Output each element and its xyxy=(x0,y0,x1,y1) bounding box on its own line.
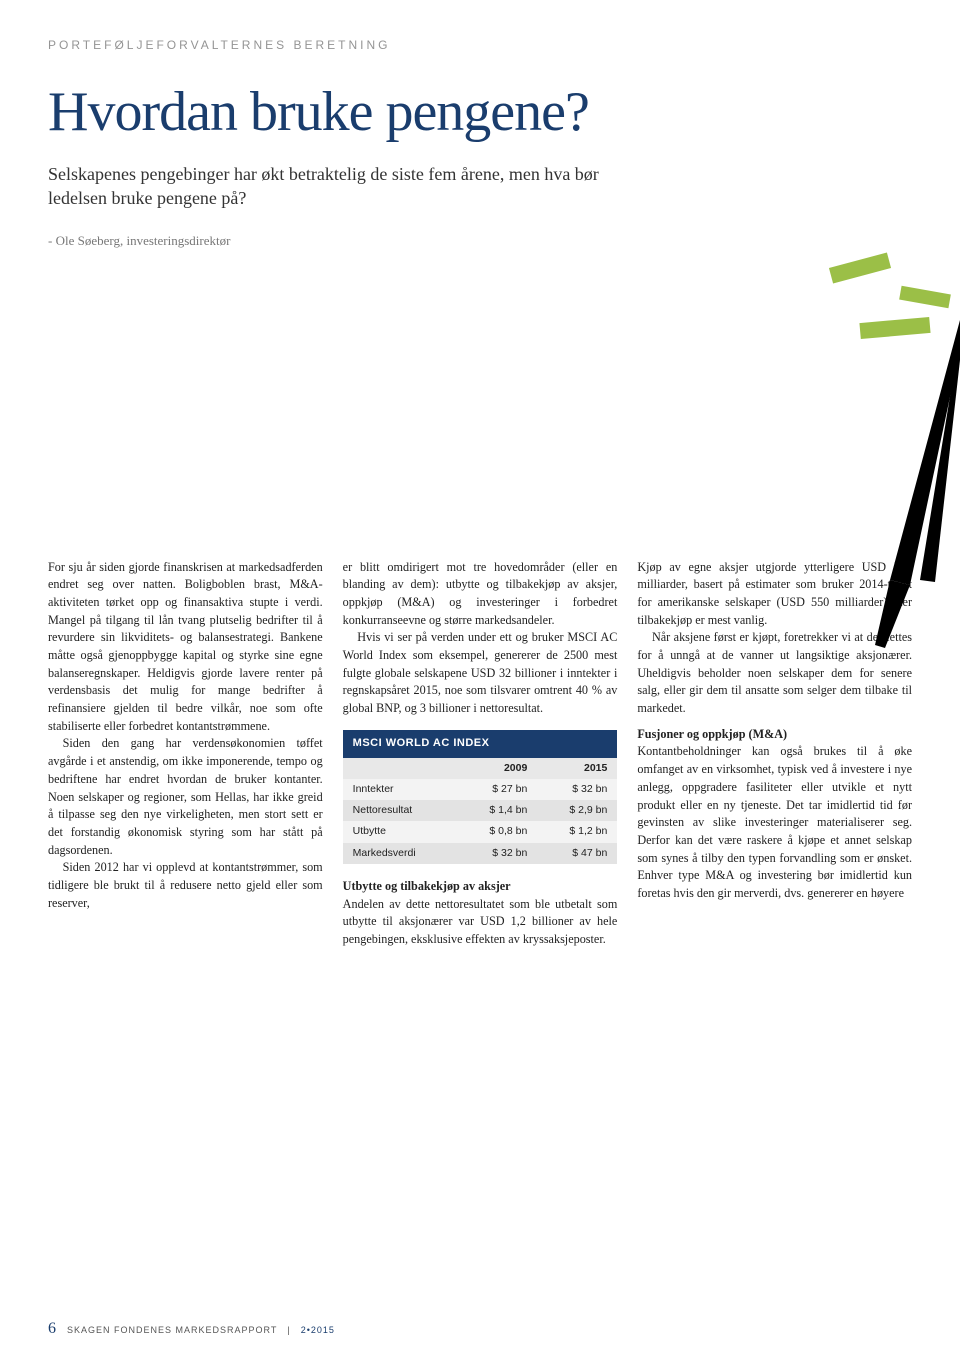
table-row: Nettoresultat $ 1,4 bn $ 2,9 bn xyxy=(343,800,618,821)
table-header: 2015 xyxy=(537,758,617,779)
page-footer: 6 SKAGEN FONDENES MARKEDSRAPPORT | 2•201… xyxy=(48,1320,335,1338)
byline: - Ole Søeberg, investeringsdirektør xyxy=(48,233,912,249)
body-text: Andelen av dette nettoresultatet som ble… xyxy=(343,896,618,949)
table-cell: $ 47 bn xyxy=(537,843,617,864)
table-header: 2009 xyxy=(457,758,537,779)
body-text: Når aksjene først er kjøpt, foretrekker … xyxy=(637,629,912,717)
body-text: For sju år siden gjorde finanskrisen at … xyxy=(48,559,323,736)
table-cell: $ 0,8 bn xyxy=(457,821,537,842)
table-cell: $ 27 bn xyxy=(457,779,537,800)
table-row: Utbytte $ 0,8 bn $ 1,2 bn xyxy=(343,821,618,842)
footer-publication: SKAGEN FONDENES MARKEDSRAPPORT xyxy=(67,1325,277,1335)
table-cell: $ 32 bn xyxy=(537,779,617,800)
table-row: Inntekter $ 27 bn $ 32 bn xyxy=(343,779,618,800)
page-number: 6 xyxy=(48,1320,57,1338)
footer-issue: 2•2015 xyxy=(301,1325,335,1335)
table-cell: Utbytte xyxy=(343,821,458,842)
body-columns: For sju år siden gjorde finanskrisen at … xyxy=(48,559,912,949)
table-cell: $ 1,2 bn xyxy=(537,821,617,842)
body-text: Siden 2012 har vi opplevd at kontantstrø… xyxy=(48,859,323,912)
body-text: Siden den gang har verdensøkonomien tøff… xyxy=(48,735,323,859)
subheading: Utbytte og tilbakekjøp av aksjer xyxy=(343,878,618,896)
body-text: er blitt omdirigert mot tre hovedområder… xyxy=(343,559,618,630)
subheading: Fusjoner og oppkjøp (M&A) xyxy=(637,726,912,744)
body-text: Kjøp av egne aksjer utgjorde ytterligere… xyxy=(637,559,912,630)
table-cell: $ 2,9 bn xyxy=(537,800,617,821)
body-text: Kontantbeholdninger kan også brukes til … xyxy=(637,743,912,902)
column-2: er blitt omdirigert mot tre hovedområder… xyxy=(343,559,618,949)
column-1: For sju år siden gjorde finanskrisen at … xyxy=(48,559,323,949)
table-cell: $ 1,4 bn xyxy=(457,800,537,821)
table-header xyxy=(343,758,458,779)
table-title: MSCI WORLD AC INDEX xyxy=(343,730,618,758)
table-cell: $ 32 bn xyxy=(457,843,537,864)
msci-table: MSCI WORLD AC INDEX 2009 2015 Inntekter … xyxy=(343,730,618,864)
table-cell: Markedsverdi xyxy=(343,843,458,864)
table-cell: Inntekter xyxy=(343,779,458,800)
table-row: Markedsverdi $ 32 bn $ 47 bn xyxy=(343,843,618,864)
lead-paragraph: Selskapenes pengebinger har økt betrakte… xyxy=(48,162,608,211)
overline: PORTEFØLJEFORVALTERNES BERETNING xyxy=(48,38,912,52)
footer-separator: | xyxy=(287,1325,290,1335)
page-title: Hvordan bruke pengene? xyxy=(48,80,912,144)
table-cell: Nettoresultat xyxy=(343,800,458,821)
table-header-row: 2009 2015 xyxy=(343,758,618,779)
column-3: Kjøp av egne aksjer utgjorde ytterligere… xyxy=(637,559,912,949)
body-text: Hvis vi ser på verden under ett og bruke… xyxy=(343,629,618,717)
